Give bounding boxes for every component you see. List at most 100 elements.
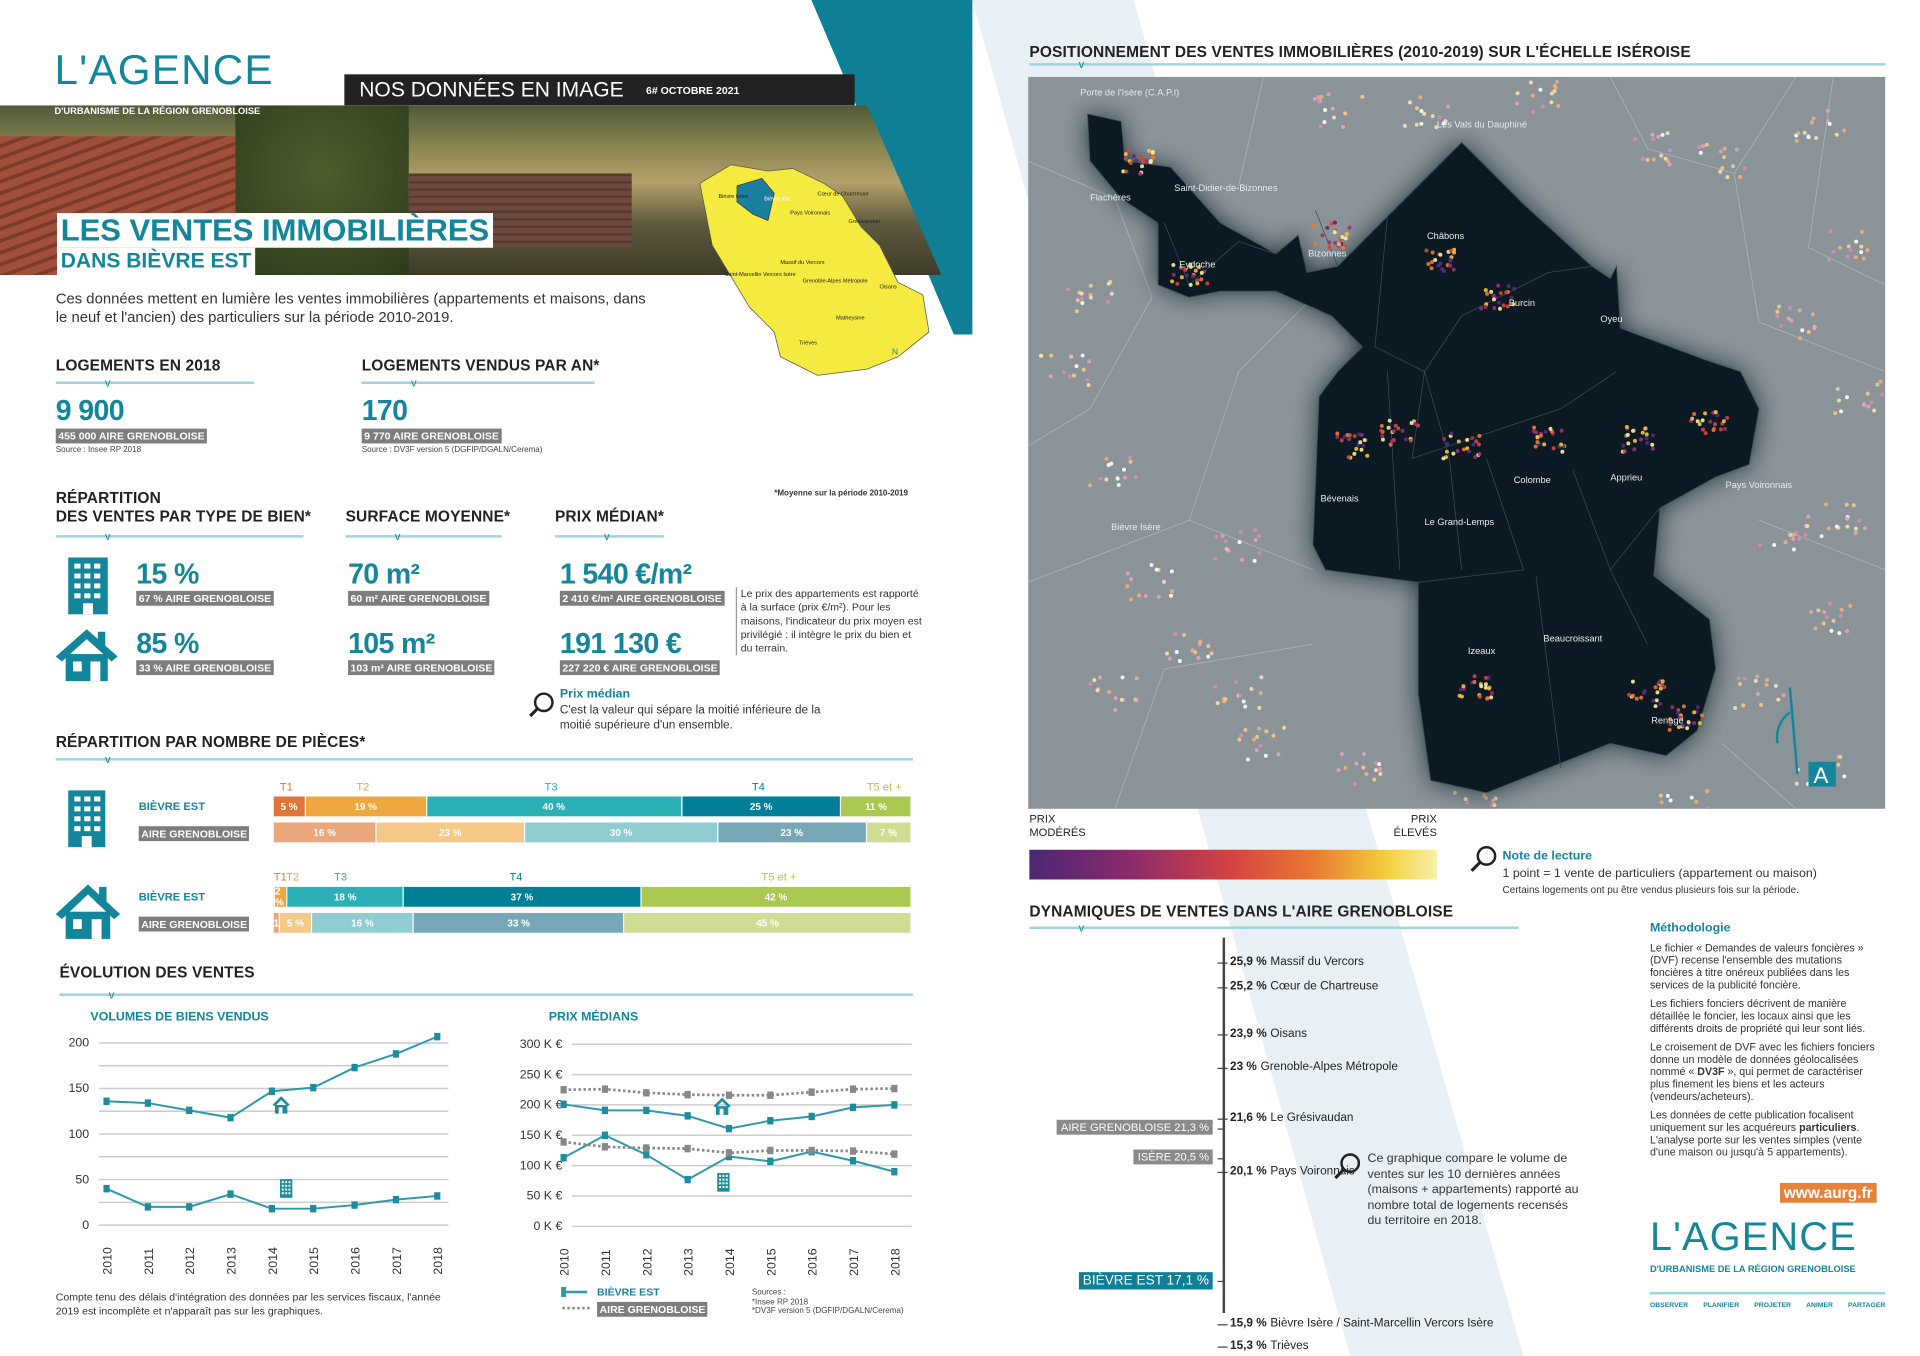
sales-map[interactable]: Porte de l'Isère (C.A.P.I) Les Vals du Da… [1028, 76, 1886, 809]
sale-dot [1715, 413, 1720, 418]
sale-dot [1485, 696, 1490, 701]
apartment-building-icon [68, 557, 108, 615]
sale-dot [1632, 447, 1637, 452]
footer-nav-item[interactable]: PROJETER [1754, 1301, 1791, 1309]
map-commune-label: Bévenais [1320, 494, 1359, 504]
sale-dot [1789, 318, 1794, 323]
sale-dot [1690, 416, 1695, 421]
map-commune-label: Porte de l'Isère (C.A.P.I) [1080, 87, 1179, 97]
sale-dot [1357, 432, 1362, 437]
sale-dot [1184, 273, 1189, 278]
sale-dot [1318, 124, 1323, 129]
y-tick-label: 150 K € [520, 1128, 563, 1142]
sale-dot [1772, 543, 1777, 547]
data-point [643, 1144, 650, 1152]
sale-dot [1861, 402, 1866, 407]
kpi-compare-logements: 455 000 AIRE GRENOBLOISE [55, 428, 208, 444]
bar-segment-t5et: 45 % [624, 912, 912, 933]
sale-dot [1079, 296, 1084, 301]
sale-dot [1701, 427, 1705, 432]
map-commune-label: Oyeu [1600, 314, 1622, 324]
sale-dot [1461, 684, 1466, 689]
sale-dot [1777, 304, 1782, 309]
sale-dot [1742, 676, 1747, 681]
sale-dot [1446, 104, 1451, 109]
bievre-label: BIÈVRE EST [138, 800, 206, 813]
sale-dot [1497, 306, 1502, 311]
sale-dot [1660, 132, 1665, 137]
data-point [849, 1157, 857, 1165]
sale-dot [1697, 721, 1702, 726]
dynamique-value: 23,9 % [1230, 1027, 1267, 1042]
footer-nav-item[interactable]: ANIMER [1806, 1301, 1833, 1309]
sale-dot [1430, 250, 1435, 255]
sale-dot [1479, 684, 1484, 689]
source-line: *DV3F version 5 (DGFIP/DGALN/Cerema) [751, 1306, 904, 1316]
sale-dot [1755, 691, 1760, 696]
sale-dot [1365, 453, 1370, 458]
bar-segment-t2: 5 % [280, 912, 313, 933]
median-note-text: C'est la valeur qui sépare la moitié inf… [559, 703, 821, 733]
sale-dot [1472, 680, 1477, 684]
territory-mini-map: Bièvre Isère Bièvre Est Cœur de Chartreuse… [699, 164, 930, 376]
sale-dot [1819, 534, 1824, 539]
mini-map-label: Matheysine [836, 316, 864, 322]
sale-dot [1491, 798, 1495, 803]
sale-dot [1865, 248, 1870, 253]
piece-category-label: T2 [286, 870, 300, 884]
sale-dot [1853, 526, 1858, 531]
data-point [351, 1201, 358, 1209]
tick [1217, 987, 1228, 990]
sale-dot [1736, 676, 1741, 681]
sale-dot [1361, 765, 1366, 770]
sale-dot [1121, 169, 1126, 174]
bar-segment-t2: 2 % [274, 886, 288, 907]
sale-dot [1725, 175, 1730, 180]
sale-dot [1701, 144, 1706, 148]
website-link[interactable]: www.aurg.fr [1780, 1182, 1877, 1203]
sale-dot [1878, 379, 1883, 384]
sale-dot [1147, 148, 1152, 153]
sale-dot [1256, 534, 1261, 539]
magnifier-icon [529, 692, 554, 718]
sale-dot [1839, 607, 1844, 612]
dynamique-item: 15,9 % Bièvre Isère / Saint-Marcellin Ver… [1230, 1317, 1493, 1331]
footer-nav-item[interactable]: OBSERVER [1649, 1301, 1689, 1309]
tick [1217, 1157, 1224, 1160]
sale-dot [1066, 287, 1071, 292]
sale-dot [1483, 685, 1488, 690]
sale-dot [1109, 291, 1114, 296]
data-point [891, 1150, 898, 1158]
sale-dot [1548, 426, 1553, 431]
sale-dot [1258, 743, 1263, 748]
footer-nav-item[interactable]: PLANIFIER [1703, 1301, 1740, 1309]
maisons-share: 85 % [136, 626, 199, 659]
underline: v [1029, 59, 1886, 70]
kpi-source-logements: Source : Insee RP 2018 [55, 445, 142, 455]
sale-dot [1697, 422, 1702, 427]
sale-dot [1645, 157, 1650, 162]
logo-brand: L'AGENCE [1649, 1213, 1857, 1259]
sale-dot [1458, 687, 1463, 692]
data-point [310, 1083, 317, 1092]
sale-dot [1190, 648, 1195, 653]
underline: v [361, 377, 595, 388]
underline: v [55, 531, 304, 542]
sale-dot [1844, 502, 1849, 507]
sale-dot [1837, 631, 1842, 636]
sale-dot [1380, 434, 1385, 439]
sale-dot [1699, 713, 1704, 718]
sale-dot [1451, 451, 1456, 456]
footer-nav-item[interactable]: PARTAGER [1848, 1301, 1886, 1309]
bar-segment-t4: 23 % [718, 822, 867, 843]
data-point [643, 1150, 650, 1159]
sale-dot [1128, 161, 1133, 166]
sale-dot [1723, 426, 1728, 431]
sale-dot [1622, 449, 1627, 454]
sale-dot [1845, 629, 1850, 634]
sale-dot [1645, 441, 1650, 445]
sale-dot [1088, 681, 1093, 686]
sale-dot [1081, 367, 1086, 372]
underline: v [59, 989, 913, 1000]
sale-dot [1175, 281, 1180, 286]
